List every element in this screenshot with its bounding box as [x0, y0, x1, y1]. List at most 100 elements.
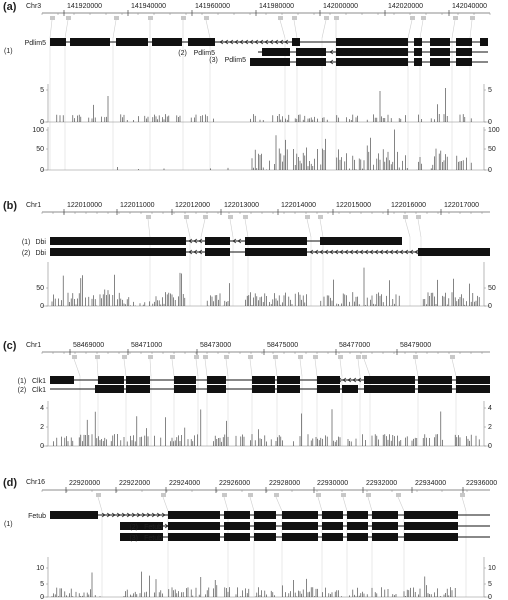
- strand-arrow: [126, 512, 131, 518]
- tick-label: 141920000: [67, 3, 102, 10]
- exon-marker: [292, 16, 297, 20]
- exon-block: [116, 38, 148, 46]
- exon-marker: [228, 215, 233, 219]
- tick-label: 142000000: [323, 3, 358, 10]
- y-axis-label: 5: [40, 581, 44, 588]
- strand-arrow: [384, 249, 389, 255]
- exon-block: [336, 58, 408, 66]
- exon-block: [98, 376, 124, 384]
- transcript-number: (2): [129, 524, 138, 531]
- exon-block: [50, 376, 74, 384]
- exon-block: [150, 248, 186, 256]
- transcript-name: Dbi: [35, 239, 46, 246]
- strand-arrow: [111, 512, 116, 518]
- y-axis-label-right: 0: [488, 594, 492, 600]
- y-axis-label-right: 4: [488, 405, 492, 412]
- strand-arrow: [374, 49, 379, 55]
- strand-arrow: [314, 249, 319, 255]
- connector-line: [97, 496, 103, 512]
- strand-arrow: [239, 39, 244, 45]
- y-axis-label: 2: [40, 424, 44, 431]
- connector-line: [147, 218, 151, 238]
- chrom-label: Chr16: [26, 479, 45, 486]
- transcript-1: Pdlim5 (1): [4, 38, 488, 55]
- connector-line: [171, 358, 175, 377]
- exon-marker: [298, 355, 303, 359]
- connector-line: [357, 358, 361, 377]
- y-axis-label: 0: [40, 303, 44, 310]
- exon-marker: [324, 16, 329, 20]
- connector-line: [314, 358, 318, 377]
- strand-arrow: [359, 249, 364, 255]
- tick-label: 22924000: [169, 480, 200, 487]
- tick-label: 22928000: [269, 480, 300, 487]
- exon-block: [168, 533, 220, 541]
- transcript-number: (1): [22, 239, 31, 246]
- exon-block: [414, 58, 422, 66]
- coverage-track-1: 0 0 2 2 4 4: [40, 401, 492, 450]
- exon-marker: [338, 355, 343, 359]
- connector-line: [123, 358, 127, 377]
- exon-block: [336, 48, 408, 56]
- exon-block: [414, 48, 422, 56]
- exon-marker: [248, 493, 253, 497]
- exon-marker: [170, 355, 175, 359]
- exon-block: [317, 376, 340, 384]
- strand-arrow: [106, 512, 111, 518]
- exon-block: [372, 533, 398, 541]
- exon-block: [456, 385, 490, 393]
- exon-marker: [356, 355, 361, 359]
- strand-arrow: [359, 49, 364, 55]
- connector-line: [162, 496, 169, 512]
- coverage-track-1: 0 0 5 5 10 10: [36, 557, 496, 600]
- strand-arrow: [389, 49, 394, 55]
- connector-line: [229, 218, 234, 238]
- tick-label: 58469000: [73, 342, 104, 349]
- exon-marker: [146, 215, 151, 219]
- strand-arrow: [354, 49, 359, 55]
- exon-block: [205, 248, 230, 256]
- panel-letter: (c): [3, 340, 17, 352]
- exon-block: [418, 248, 490, 256]
- exon-marker: [181, 16, 186, 20]
- y-axis-label-right: 0: [488, 443, 492, 450]
- transcript-number: (1): [4, 521, 13, 528]
- strand-arrow: [384, 49, 389, 55]
- y-axis-label-right: 2: [488, 424, 492, 431]
- exon-block: [252, 385, 275, 393]
- connector-line: [451, 358, 457, 377]
- tick-label: 122017000: [444, 202, 479, 209]
- exon-block: [70, 38, 110, 46]
- strand-arrow: [349, 49, 354, 55]
- transcript-2: Dbi (2): [22, 248, 490, 257]
- y-axis-label-right: 100: [488, 127, 500, 134]
- tick-label: 122011000: [120, 202, 155, 209]
- strand-arrow: [164, 523, 169, 529]
- strand-arrow: [352, 377, 357, 383]
- y-axis-label-right: 5: [488, 581, 492, 588]
- exon-block: [205, 237, 230, 245]
- panel-d: (d) Chr16 22920000 22922000 22924000 22926000…: [3, 477, 497, 600]
- tick-label: 22926000: [219, 480, 250, 487]
- strand-arrow: [269, 39, 274, 45]
- strand-arrow: [329, 59, 334, 65]
- exon-marker: [460, 493, 465, 497]
- y-axis-label-right: 50: [488, 285, 496, 292]
- connector-line: [306, 218, 312, 238]
- exon-block: [254, 511, 276, 519]
- tick-label: 122016000: [391, 202, 426, 209]
- tick-label: 141960000: [195, 3, 230, 10]
- tick-label: 58471000: [131, 342, 162, 349]
- panel-a: (a) Chr3 141920000 141940000 141960000 141980…: [3, 1, 500, 174]
- connector-line: [414, 358, 419, 377]
- exon-marker: [334, 16, 339, 20]
- exon-block: [254, 522, 276, 530]
- connector-line: [317, 496, 323, 512]
- tick-label: 22922000: [119, 480, 150, 487]
- exon-block: [317, 385, 340, 393]
- transcript-number: (1): [18, 378, 27, 385]
- transcript-1: Dbi (1): [22, 237, 402, 246]
- strand-arrow: [188, 238, 193, 244]
- transcript-2: Pdlim5 (2): [178, 48, 488, 57]
- connector-line: [321, 19, 327, 39]
